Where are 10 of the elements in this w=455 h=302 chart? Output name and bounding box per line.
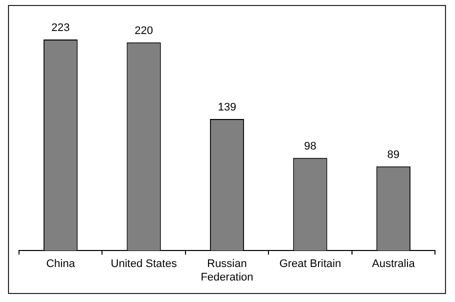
data-label: 139 <box>218 102 236 114</box>
x-tick-label: United States <box>110 258 178 270</box>
x-tick-label: Great Britain <box>279 258 342 270</box>
x-tick-label: Australia <box>372 258 416 270</box>
data-label: 223 <box>51 22 70 34</box>
data-label: 89 <box>387 148 400 161</box>
x-tick-label: China <box>46 258 76 270</box>
data-label: 98 <box>304 140 316 152</box>
x-tick-label: Russian Federation <box>200 258 254 284</box>
data-label: 220 <box>134 24 153 37</box>
